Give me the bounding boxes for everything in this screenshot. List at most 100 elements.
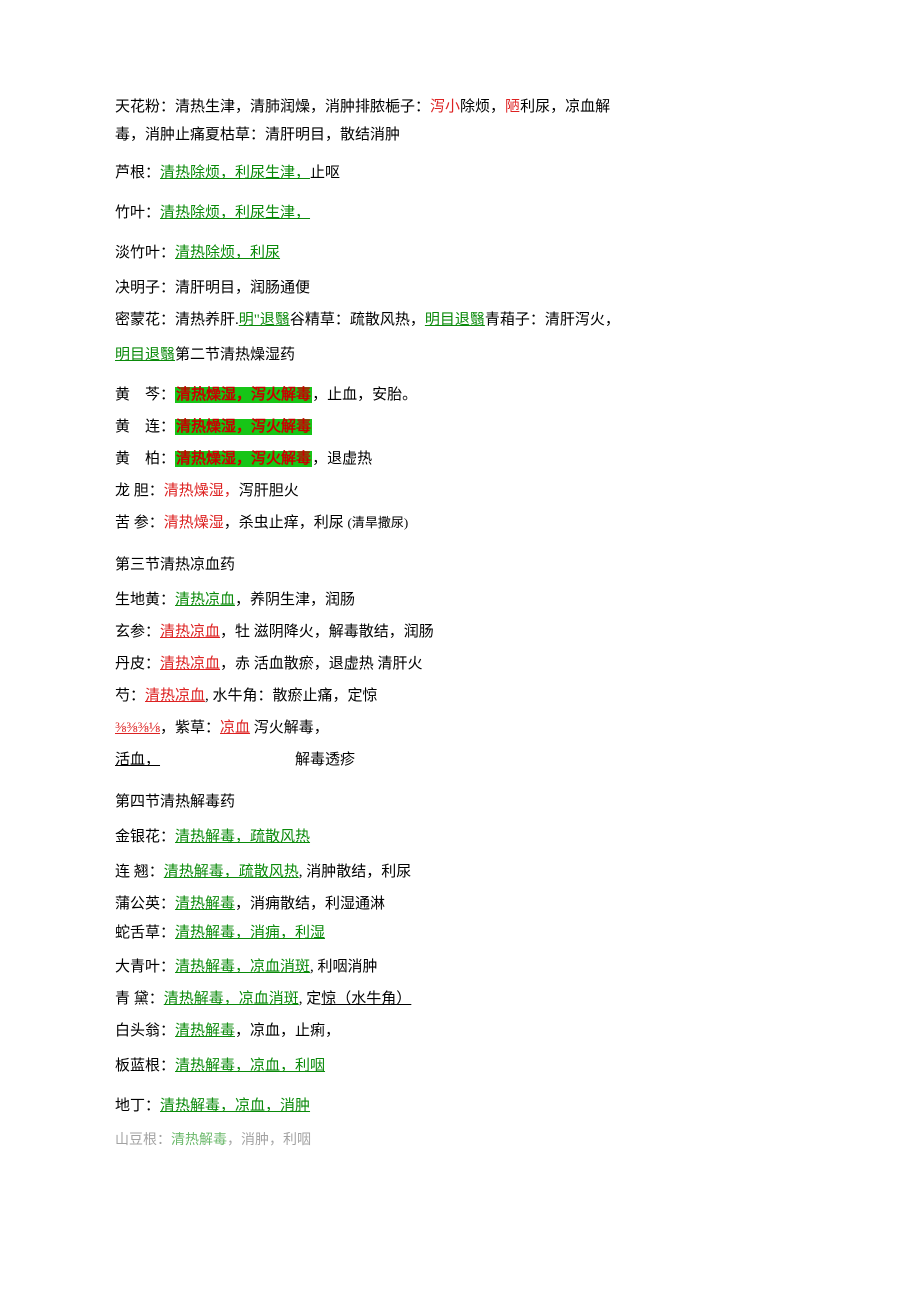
entry-shengdihuang: 生地黄：清热凉血，养阴生津，润肠 xyxy=(115,585,800,615)
entry-lianqiao: 连 翘：清热解毒，疏散风热, 消肿散结，利尿 xyxy=(115,857,800,887)
func-underline: 清热凉血 xyxy=(145,688,205,704)
entry-huangbai: 黄 柏：清热燥湿，泻火解毒，退虚热 xyxy=(115,444,800,474)
func: 止呕 xyxy=(310,165,340,181)
func: , 消肿散结，利尿 xyxy=(299,864,412,880)
entry-diding: 地丁：清热解毒，凉血，消肿 xyxy=(115,1091,800,1121)
text: 除烦， xyxy=(460,99,505,115)
section-title: 第二节清热燥湿药 xyxy=(175,347,295,363)
func-underline: 清热解毒 xyxy=(175,896,235,912)
entry-baitouweng: 白头翁：清热解毒，凉血，止痢， xyxy=(115,1016,800,1046)
herb-name: 生地黄： xyxy=(115,592,175,608)
herb-name-b: 柏： xyxy=(145,451,175,467)
func: , 利咽消肿 xyxy=(310,959,378,975)
func: 解毒透疹 xyxy=(295,752,355,768)
section-4-header: 第四节清热解毒药 xyxy=(115,787,800,817)
func: ，止血，安胎。 xyxy=(312,387,417,403)
text: 决明子：清肝明目，润肠通便 xyxy=(115,280,310,296)
func-underline: 清热除烦，利尿生津， xyxy=(160,165,310,181)
func-underline: 清热凉血 xyxy=(160,656,220,672)
func-highlight: 清热燥湿，泻火解毒 xyxy=(175,387,312,403)
herb-name: 山豆根： xyxy=(115,1133,171,1148)
herb-name: 青 黛： xyxy=(115,991,164,1007)
func-underline: 清热除烦，利尿 xyxy=(175,245,280,261)
func-underline: 明目退翳 xyxy=(115,347,175,363)
func: ，退虚热 xyxy=(312,451,372,467)
func: ，赤 活血散瘀，退虚热 清肝火 xyxy=(220,656,423,672)
entry-huoxue: 活血， 解毒透疹 xyxy=(115,745,800,775)
entry-banlangen: 板蓝根：清热解毒，凉血，利咽 xyxy=(115,1051,800,1081)
herb-name-a: 黄 xyxy=(115,387,130,403)
herb-name: 竹叶： xyxy=(115,205,160,221)
entry-huanglian: 黄 连：清热燥湿，泻火解毒 xyxy=(115,412,800,442)
func-underline: 清热凉血 xyxy=(175,592,235,608)
func: 泻肝胆火 xyxy=(239,483,299,499)
entry-shao: 芍：清热凉血, 水牛角：散瘀止痛，定惊 xyxy=(115,681,800,711)
entry-mimenghua: 密蒙花：清热养肝.明"退翳谷精草：疏散风热，明目退翳青葙子：清肝泻火， xyxy=(115,305,800,335)
func-underline: 清热解毒，疏散风热 xyxy=(164,864,299,880)
herb-name: 龙 胆： xyxy=(115,483,164,499)
paren: (清旱撒尿) xyxy=(348,515,409,530)
herb-name-b: 连： xyxy=(145,419,175,435)
text: 谷精草：疏散风热， xyxy=(290,312,425,328)
herb-name: 白头翁： xyxy=(115,1023,175,1039)
func-underline: 活血， xyxy=(115,752,160,768)
func: ，凉血，止痢， xyxy=(235,1023,340,1039)
herb-name: 蒲公英： xyxy=(115,896,175,912)
func: ，消肿，利咽 xyxy=(227,1133,311,1148)
herb-name: 金银花： xyxy=(115,829,175,845)
herb-name-a: 黄 xyxy=(115,451,130,467)
intro-line-1: 天花粉：清热生津，清肺润燥，消肿排脓梔子：泻小除烦，陋利尿，凉血解 xyxy=(115,95,800,121)
herb-name-b: 芩： xyxy=(145,387,175,403)
herb-name: 连 翘： xyxy=(115,864,164,880)
herb-name: 蛇舌草： xyxy=(115,925,175,941)
herb-name: 芍： xyxy=(115,688,145,704)
func: , 定 xyxy=(299,991,322,1007)
text: 密蒙花：清热养肝. xyxy=(115,312,239,328)
func: ，消痈散结，利湿通淋 xyxy=(235,896,385,912)
func-underline: 清热解毒，凉血消斑 xyxy=(164,991,299,1007)
entry-qingdai: 青 黛：清热解毒，凉血消斑, 定惊（水牛角） xyxy=(115,984,800,1014)
func: ，养阴生津，润肠 xyxy=(235,592,355,608)
func-highlight: 清热燥湿，泻火解毒 xyxy=(175,451,312,467)
section-3-header: 第三节清热凉血药 xyxy=(115,550,800,580)
section-title: 第四节清热解毒药 xyxy=(115,794,235,810)
herb-name: 丹皮： xyxy=(115,656,160,672)
herb-name: 淡竹叶： xyxy=(115,245,175,261)
text: 青葙子：清肝泻火， xyxy=(485,312,620,328)
text: 毒，消肿止痛夏枯草：清肝明目，散结消肿 xyxy=(115,127,400,143)
entry-sheshecao: 蛇舌草：清热解毒，消痈，利湿 xyxy=(115,921,800,947)
func-underline: 清热解毒，消痈，利湿 xyxy=(175,925,325,941)
func-underline: 明目退翳 xyxy=(425,312,485,328)
entry-danpi: 丹皮：清热凉血，赤 活血散瘀，退虚热 清肝火 xyxy=(115,649,800,679)
func-underline: 凉血 xyxy=(220,720,250,736)
func-underline: 清热解毒，凉血消斑 xyxy=(175,959,310,975)
func: ，杀虫止痒，利尿 xyxy=(224,515,348,531)
herb-name: 板蓝根： xyxy=(115,1058,175,1074)
herb-name-a: 黄 xyxy=(115,419,130,435)
entry-juemingzi: 决明子：清肝明目，润肠通便 xyxy=(115,273,800,303)
func: ，牡 滋阴降火，解毒散结，润肠 xyxy=(220,624,434,640)
entry-zhuye: 竹叶：清热除烦，利尿生津， xyxy=(115,198,800,228)
entry-jinyinhua: 金银花：清热解毒，疏散风热 xyxy=(115,822,800,852)
herb-name: 地丁： xyxy=(115,1098,160,1114)
section-2-header: 明目退翳第二节清热燥湿药 xyxy=(115,340,800,370)
section-title: 第三节清热凉血药 xyxy=(115,557,235,573)
entry-lugen: 芦根：清热除烦，利尿生津，止呕 xyxy=(115,158,800,188)
entry-longdan: 龙 胆：清热燥湿，泻肝胆火 xyxy=(115,476,800,506)
entry-daqingye: 大青叶：清热解毒，凉血消斑, 利咽消肿 xyxy=(115,952,800,982)
func-underline: 清热解毒，凉血，消肿 xyxy=(160,1098,310,1114)
frac: ⅜⅜⅜⅛ xyxy=(115,720,160,736)
text: ，紫草： xyxy=(160,720,220,736)
document-page: 天花粉：清热生津，清肺润燥，消肿排脓梔子：泻小除烦，陋利尿，凉血解 毒，消肿止痛… xyxy=(0,0,920,1301)
func-red: 清热燥湿， xyxy=(164,483,239,499)
text-red: 泻小 xyxy=(430,99,460,115)
func-underline: 清热解毒 xyxy=(171,1133,227,1148)
entry-pugongying: 蒲公英：清热解毒，消痈散结，利湿通淋 xyxy=(115,889,800,919)
entry-danzhuye: 淡竹叶：清热除烦，利尿 xyxy=(115,238,800,268)
herb-name: 苦 参： xyxy=(115,515,164,531)
text: 天花粉：清热生津，清肺润燥，消肿排脓梔子： xyxy=(115,99,430,115)
func: , 水牛角：散瘀止痛，定惊 xyxy=(205,688,378,704)
func-highlight: 清热燥湿，泻火解毒 xyxy=(175,419,312,435)
func-underline: 明"退翳 xyxy=(239,312,290,328)
entry-cutoff: 山豆根：清热解毒，消肿，利咽 xyxy=(115,1127,800,1155)
